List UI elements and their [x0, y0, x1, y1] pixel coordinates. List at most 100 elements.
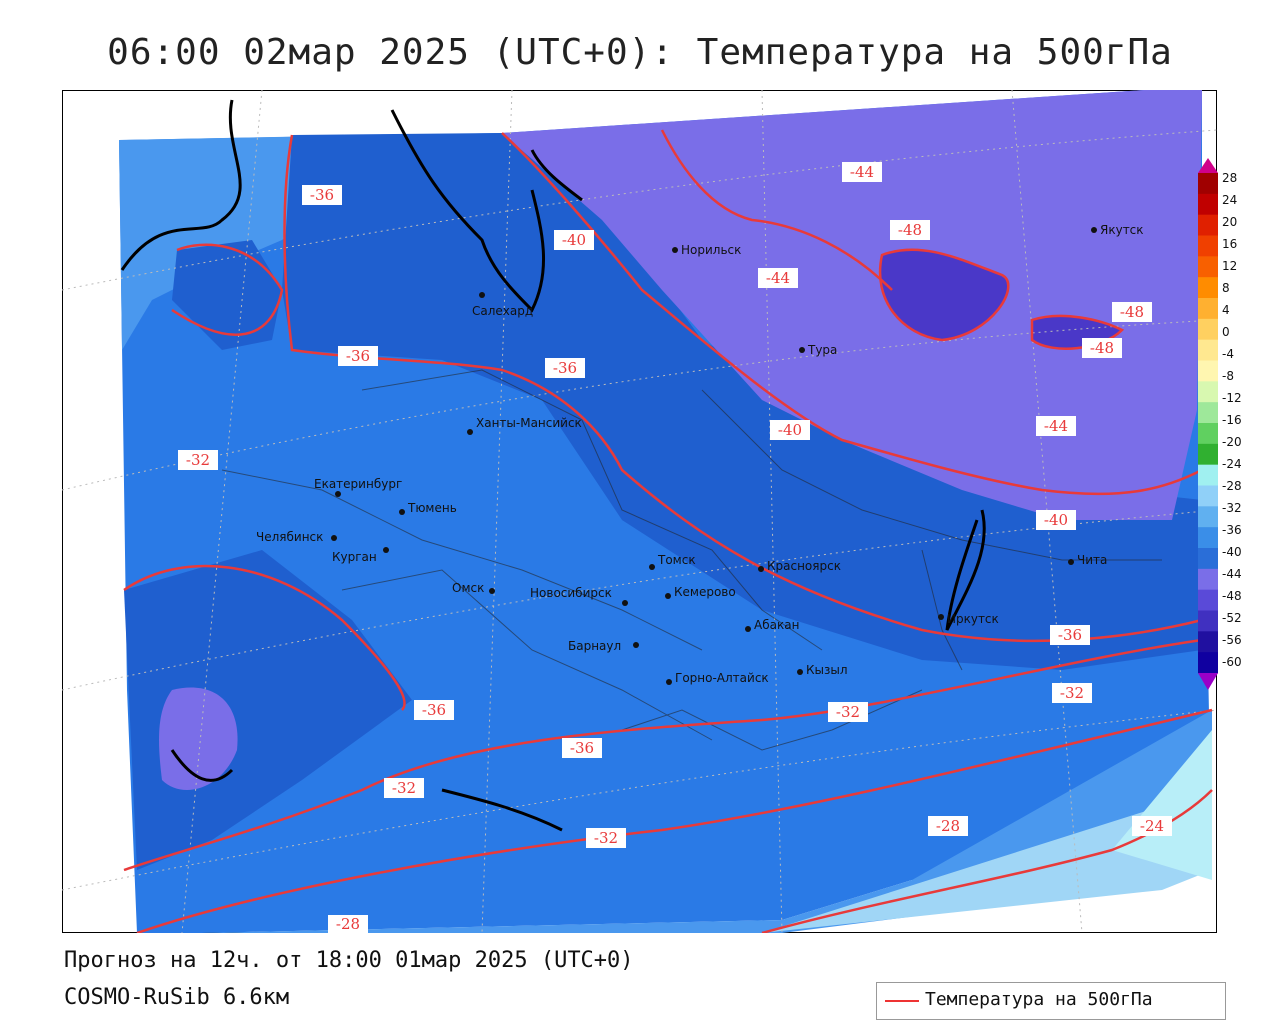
contour-label: -36 [1058, 626, 1082, 644]
city-yekaterinburg: Екатеринбург [314, 477, 402, 497]
forecast-info: Прогноз на 12ч. от 18:00 01мар 2025 (UTC… [64, 948, 634, 973]
colorbar-swatch [1198, 381, 1218, 403]
svg-text:Абакан: Абакан [754, 618, 799, 632]
city-abakan: Абакан [745, 618, 799, 632]
colorbar-tick: -40 [1222, 545, 1242, 559]
contour-labels: -44 -48 -48 -48 -40 -44 -36 -36 -36 -40 … [178, 162, 1172, 933]
region-borders [221, 369, 1162, 751]
svg-text:Томск: Томск [657, 553, 696, 567]
colorbar-swatch [1198, 423, 1218, 445]
colorbar-tick: 12 [1222, 259, 1238, 273]
field-minus-40 [502, 90, 1202, 520]
svg-text:Екатеринбург: Екатеринбург [314, 477, 402, 491]
colorbar-tick: 24 [1222, 193, 1238, 207]
contour-label: -44 [766, 269, 790, 287]
colorbar: 28 24 20 16 12 8 4 0 -4 -8 -12 -16 -20 -… [1198, 158, 1278, 690]
field-se-minus-24b [1112, 730, 1212, 880]
svg-text:Челябинск: Челябинск [256, 530, 323, 544]
city-irkutsk: Иркутск [938, 612, 999, 626]
city-chelyabinsk: Челябинск [256, 530, 337, 544]
colorbar-swatch [1198, 506, 1218, 528]
colorbar-swatch [1198, 568, 1218, 591]
colorbar-swatch [1198, 548, 1218, 570]
contour-label: -36 [553, 359, 577, 377]
colorbar-swatch [1198, 214, 1218, 236]
colorbar-swatch [1198, 443, 1218, 466]
colorbar-swatch [1198, 652, 1218, 674]
model-name: COSMO-RuSib 6.6км [64, 985, 290, 1010]
colorbar-swatch [1198, 235, 1218, 257]
colorbar-swatch [1198, 256, 1218, 278]
colorbar-tick: -48 [1222, 589, 1242, 603]
colorbar-tick: -20 [1222, 435, 1242, 449]
svg-text:Кемерово: Кемерово [674, 585, 736, 599]
colorbar-swatch [1198, 339, 1218, 361]
contour-label: -32 [1060, 684, 1084, 702]
city-yakutsk: Якутск [1091, 223, 1144, 237]
city-tyumen: Тюмень [399, 501, 457, 515]
cities: Норильск Якутск Салехард Тура Ханты-Манс… [256, 223, 1144, 685]
svg-text:Тюмень: Тюмень [407, 501, 457, 515]
city-tura: Тура [799, 343, 837, 357]
colorbar-tick: -52 [1222, 611, 1242, 625]
colorbar-swatch [1198, 277, 1218, 299]
colorbar-tick: -28 [1222, 479, 1242, 493]
colorbar-tick: -16 [1222, 413, 1242, 427]
contour-label: -48 [1090, 339, 1114, 357]
colorbar-swatch [1198, 298, 1218, 320]
colorbar-swatch [1198, 631, 1218, 653]
colorbar-tick: 0 [1222, 325, 1230, 339]
svg-text:Красноярск: Красноярск [767, 559, 841, 573]
colorbar-tick: -60 [1222, 655, 1242, 669]
svg-text:Омск: Омск [452, 581, 484, 595]
colorbar-tick: -32 [1222, 501, 1242, 515]
colorbar-tick: -12 [1222, 391, 1242, 405]
svg-text:Салехард: Салехард [472, 304, 533, 318]
city-kemerovo: Кемерово [665, 585, 736, 599]
svg-text:Норильск: Норильск [681, 243, 741, 257]
contour-label: -32 [836, 703, 860, 721]
contour-label: -48 [898, 221, 922, 239]
city-norilsk: Норильск [672, 243, 741, 257]
colorbar-tick: -36 [1222, 523, 1242, 537]
contour-label: -40 [1044, 511, 1068, 529]
svg-text:Ханты-Мансийск: Ханты-Мансийск [476, 416, 582, 430]
colorbar-swatch [1198, 485, 1218, 507]
isotherms [123, 129, 1213, 933]
field-se-minus-24 [762, 790, 1212, 933]
colorbar-tick: -44 [1222, 567, 1242, 581]
city-kurgan: Курган [332, 547, 389, 564]
colorbar-swatch [1198, 464, 1218, 486]
legend-label: Температура на 500гПа [925, 989, 1153, 1010]
contour-label: -28 [936, 817, 960, 835]
temperature-map: -44 -48 -48 -48 -40 -44 -36 -36 -36 -40 … [62, 90, 1217, 933]
field-nw-pocket [172, 240, 282, 350]
contour-label: -44 [850, 163, 874, 181]
contour-label: -40 [562, 231, 586, 249]
contour-label: -28 [336, 915, 360, 933]
colorbar-tick: 8 [1222, 281, 1230, 295]
city-khanty-mansiysk: Ханты-Мансийск [467, 416, 582, 435]
colorbar-ramp [1198, 158, 1218, 690]
colorbar-tick: 4 [1222, 303, 1230, 317]
svg-text:Иркутск: Иркутск [947, 612, 999, 626]
contour-label: -44 [1044, 417, 1068, 435]
svg-text:Чита: Чита [1077, 553, 1107, 567]
colorbar-tick: 20 [1222, 215, 1238, 229]
city-krasnoyarsk: Красноярск [758, 559, 841, 573]
svg-text:Новосибирск: Новосибирск [530, 586, 612, 600]
city-chita: Чита [1068, 553, 1107, 567]
colorbar-swatch [1198, 610, 1218, 632]
colorbar-tick: -24 [1222, 457, 1242, 471]
colorbar-tick: -56 [1222, 633, 1242, 647]
city-tomsk: Томск [649, 553, 696, 570]
colorbar-swatch [1198, 527, 1218, 549]
colorbar-swatch [1198, 318, 1218, 341]
svg-text:Курган: Курган [332, 550, 377, 564]
colorbar-tick: 16 [1222, 237, 1238, 251]
map-title: 06:00 02мар 2025 (UTC+0): Температура на… [107, 32, 1173, 73]
contour-label: -32 [594, 829, 618, 847]
contour-label: -36 [422, 701, 446, 719]
svg-text:Горно-Алтайск: Горно-Алтайск [675, 671, 769, 685]
coastline [120, 99, 986, 832]
